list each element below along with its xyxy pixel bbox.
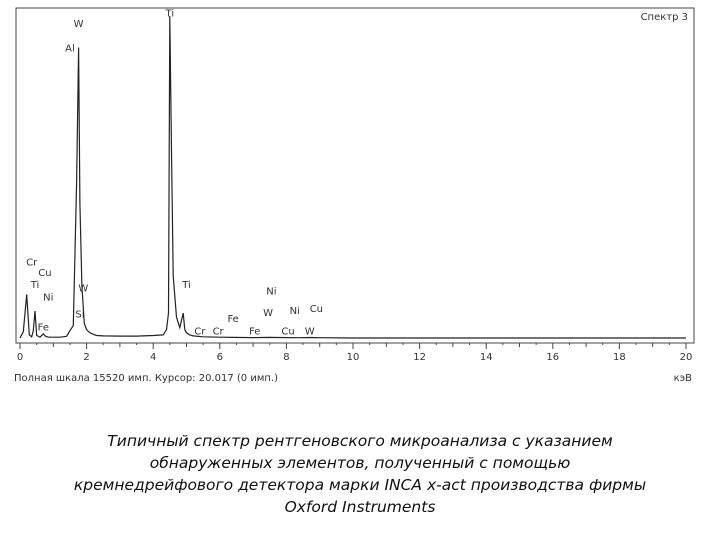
peak-label: Ni [266, 286, 276, 297]
status-bar-text: Полная шкала 15520 имп. Курсор: 20.017 (… [14, 373, 278, 384]
peak-label: Cu [38, 268, 51, 279]
x-tick-label: 18 [613, 352, 626, 363]
peak-label: Fe [227, 314, 238, 325]
x-axis-unit: кэВ [674, 373, 693, 384]
x-tick-label: 6 [217, 352, 223, 363]
caption-line: Типичный спектр рентгеновского микроанал… [107, 432, 613, 450]
plot-frame [15, 7, 695, 344]
x-tick-label: 0 [17, 352, 23, 363]
peak-label: Si [75, 309, 84, 320]
x-tick-label: 16 [546, 352, 559, 363]
peak-label: Ni [43, 293, 53, 304]
peak-label: Fe [38, 323, 49, 334]
x-tick-label: 4 [150, 352, 156, 363]
peak-label: Ti [165, 8, 175, 19]
x-axis: 0 2 4 6 8 10 12 14 16 18 20 [16, 342, 694, 363]
peak-label: W [78, 283, 88, 294]
peak-label: Ni [290, 306, 300, 317]
peak-label: Al [65, 44, 75, 55]
caption-line: Oxford Instruments [284, 498, 436, 516]
peak-label: W [305, 327, 315, 338]
spectrum-figure: Спектр 3 0 2 4 6 8 10 12 14 16 18 20 W Al Ti Cr Cu Ti Ni… [14, 7, 695, 384]
peak-label: Ti [30, 280, 40, 291]
x-tick-label: 20 [680, 352, 693, 363]
peak-label: Cr [213, 327, 225, 338]
peak-label: W [74, 19, 84, 30]
peak-label: Cr [26, 257, 38, 268]
peak-label: Cr [194, 327, 206, 338]
figure-caption: Типичный спектр рентгеновского микроанал… [40, 430, 680, 518]
peak-label: Cu [281, 327, 294, 338]
caption-line: кремнедрейфового детектора марки INCA x-… [73, 476, 647, 494]
x-tick-label: 8 [283, 352, 289, 363]
caption-line: обнаруженных элементов, полученный с пом… [149, 454, 571, 472]
spectrum-chart: Спектр 3 0 2 4 6 8 10 12 14 16 18 20 WAlTiCrCuTiNi… [14, 7, 695, 384]
peak-label: W [263, 308, 273, 319]
peak-label: Ti [181, 280, 191, 291]
x-tick-label: 12 [413, 352, 426, 363]
spectrum-title: Спектр 3 [641, 12, 688, 23]
x-tick-label: 10 [347, 352, 360, 363]
peak-label: Fe [249, 327, 260, 338]
spectrum-series-line [19, 15, 686, 339]
x-tick-label: 14 [480, 352, 493, 363]
peak-label: Cu [310, 304, 323, 315]
x-tick-label: 2 [83, 352, 89, 363]
